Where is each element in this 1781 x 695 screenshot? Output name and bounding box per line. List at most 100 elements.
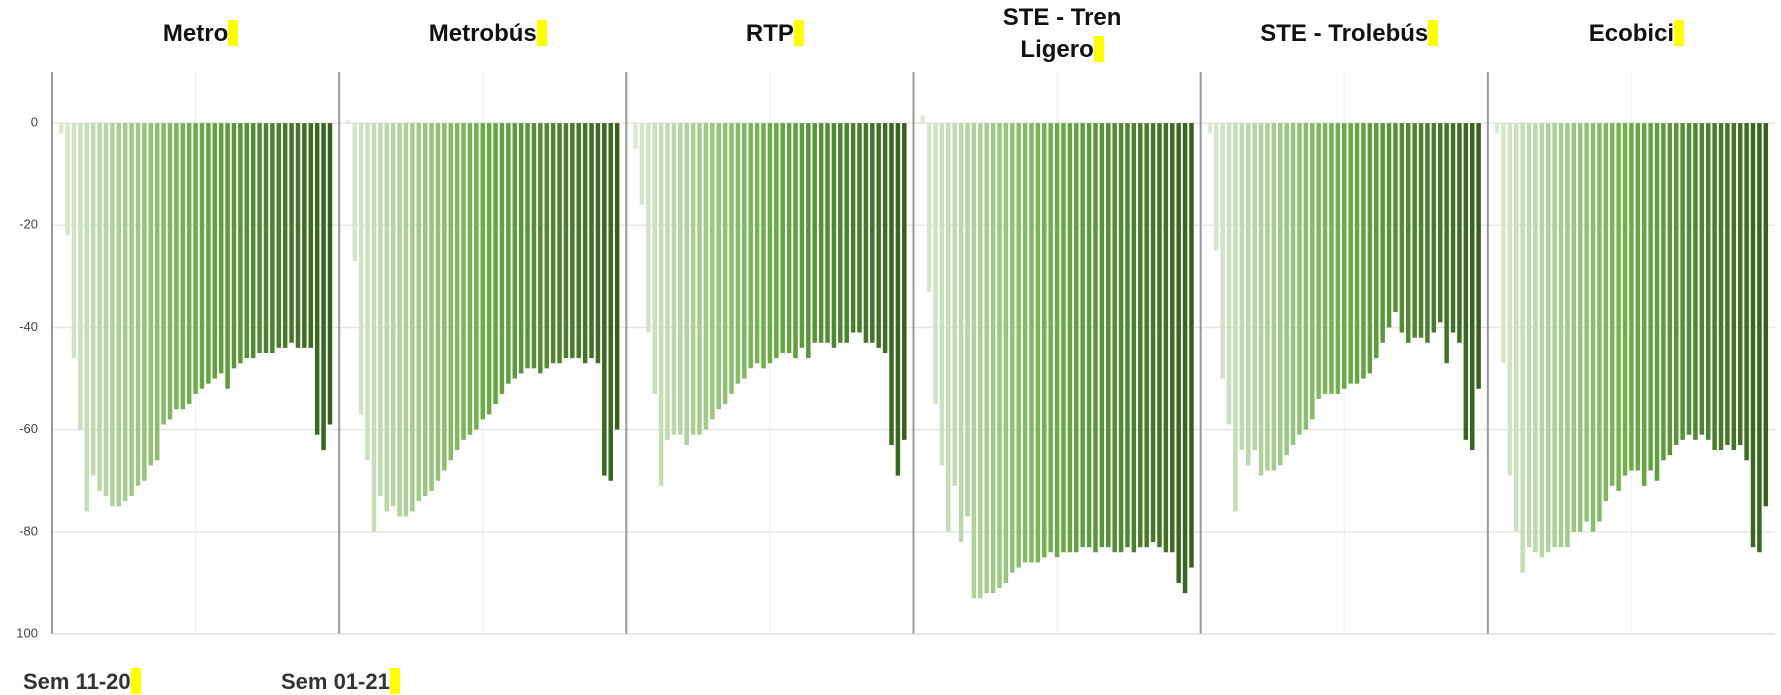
bar [1661, 123, 1666, 461]
bar [1118, 123, 1124, 553]
bar [1125, 123, 1130, 548]
bar [1112, 123, 1117, 553]
bar [793, 123, 798, 359]
bar [1393, 123, 1398, 313]
bar [225, 123, 230, 389]
bar [748, 123, 753, 369]
bar [582, 123, 588, 364]
x-label: Sem 01-21 [281, 668, 400, 695]
bar [1170, 123, 1175, 553]
bar [1526, 123, 1532, 548]
bar [1303, 123, 1309, 430]
y-tick-label: -80 [19, 523, 38, 538]
bar [1080, 123, 1085, 548]
bar [971, 123, 977, 599]
bar [1406, 123, 1411, 343]
bar [1138, 123, 1143, 548]
bar [838, 123, 843, 343]
bar [602, 123, 607, 476]
bar [806, 123, 811, 359]
bar [1425, 123, 1430, 343]
bar [1558, 123, 1564, 548]
bar [1258, 123, 1264, 476]
bar [774, 123, 779, 359]
bar [321, 123, 326, 451]
bar [684, 123, 689, 445]
bar [544, 123, 549, 369]
bar [671, 123, 677, 435]
bar [65, 123, 70, 236]
bar [231, 123, 237, 369]
bar [1239, 123, 1245, 451]
bar [525, 123, 530, 369]
bar [1431, 123, 1437, 333]
panel-title: Metro [106, 18, 296, 50]
bar [857, 123, 862, 333]
bar [1067, 123, 1073, 553]
bar [703, 123, 709, 430]
bar [1361, 123, 1366, 379]
bar [206, 123, 211, 384]
bar [352, 123, 358, 262]
bar [97, 123, 102, 491]
bar [1744, 123, 1749, 461]
x-label: Sem 11-20 [23, 668, 141, 695]
bar [799, 123, 805, 348]
bar [403, 123, 409, 517]
bar [1207, 123, 1213, 134]
bar [416, 123, 421, 502]
bar [263, 123, 269, 353]
bar [1354, 123, 1360, 384]
bar [1673, 123, 1679, 445]
bar [831, 123, 837, 348]
bar [902, 123, 907, 440]
bar [978, 123, 983, 599]
bar [990, 123, 996, 594]
bar [1590, 123, 1596, 532]
bar [1450, 123, 1456, 333]
bar [742, 123, 747, 379]
bar [499, 123, 505, 394]
bar [429, 123, 434, 491]
bar [302, 123, 307, 348]
bar [1603, 123, 1609, 502]
bar [1622, 123, 1628, 476]
panel-title: STE - Trolebús [1254, 18, 1444, 50]
bar [103, 123, 109, 497]
bar [212, 123, 218, 379]
bar [997, 123, 1002, 589]
bar [257, 123, 262, 353]
bar [608, 123, 613, 481]
bar [1705, 123, 1711, 440]
bar [614, 123, 620, 430]
bar [1367, 123, 1373, 374]
bar [1463, 123, 1469, 440]
bar [282, 123, 288, 348]
bar [1577, 123, 1583, 532]
bar [397, 123, 402, 517]
bar [1278, 123, 1283, 466]
bar [1010, 123, 1015, 573]
bar [512, 123, 517, 379]
bar [1763, 123, 1769, 507]
bar [116, 123, 122, 507]
bar [174, 123, 179, 410]
bar [1501, 123, 1506, 364]
bar [1233, 123, 1238, 512]
bar [1348, 123, 1353, 384]
bar [1584, 123, 1589, 522]
bar [1150, 123, 1156, 543]
bar [1252, 123, 1257, 451]
y-tick-label: -60 [19, 421, 38, 436]
panel-title: RTP [680, 18, 870, 50]
y-tick-label: 100 [16, 625, 38, 640]
bar [920, 115, 925, 124]
bar [308, 123, 314, 348]
bar [1329, 123, 1334, 394]
bar [1418, 123, 1424, 338]
bar [422, 123, 428, 497]
bar [1074, 123, 1079, 553]
bar [84, 123, 90, 512]
bar [71, 123, 77, 359]
bar [1750, 123, 1756, 548]
